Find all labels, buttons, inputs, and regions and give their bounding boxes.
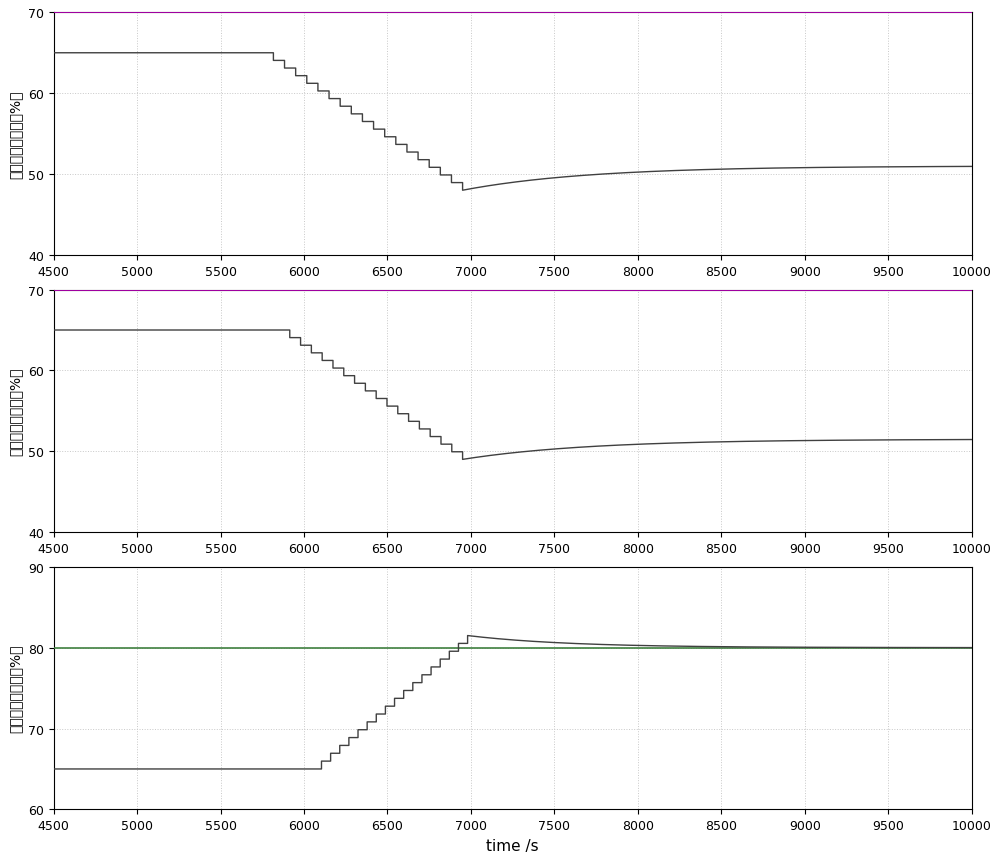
Y-axis label: 顶层二次风开度（%）: 顶层二次风开度（%） <box>8 644 22 733</box>
Y-axis label: 底层二次风开度（%）: 底层二次风开度（%） <box>8 90 22 179</box>
Y-axis label: 中间二次风开度（%）: 中间二次风开度（%） <box>8 367 22 455</box>
X-axis label: time /s: time /s <box>486 838 539 852</box>
